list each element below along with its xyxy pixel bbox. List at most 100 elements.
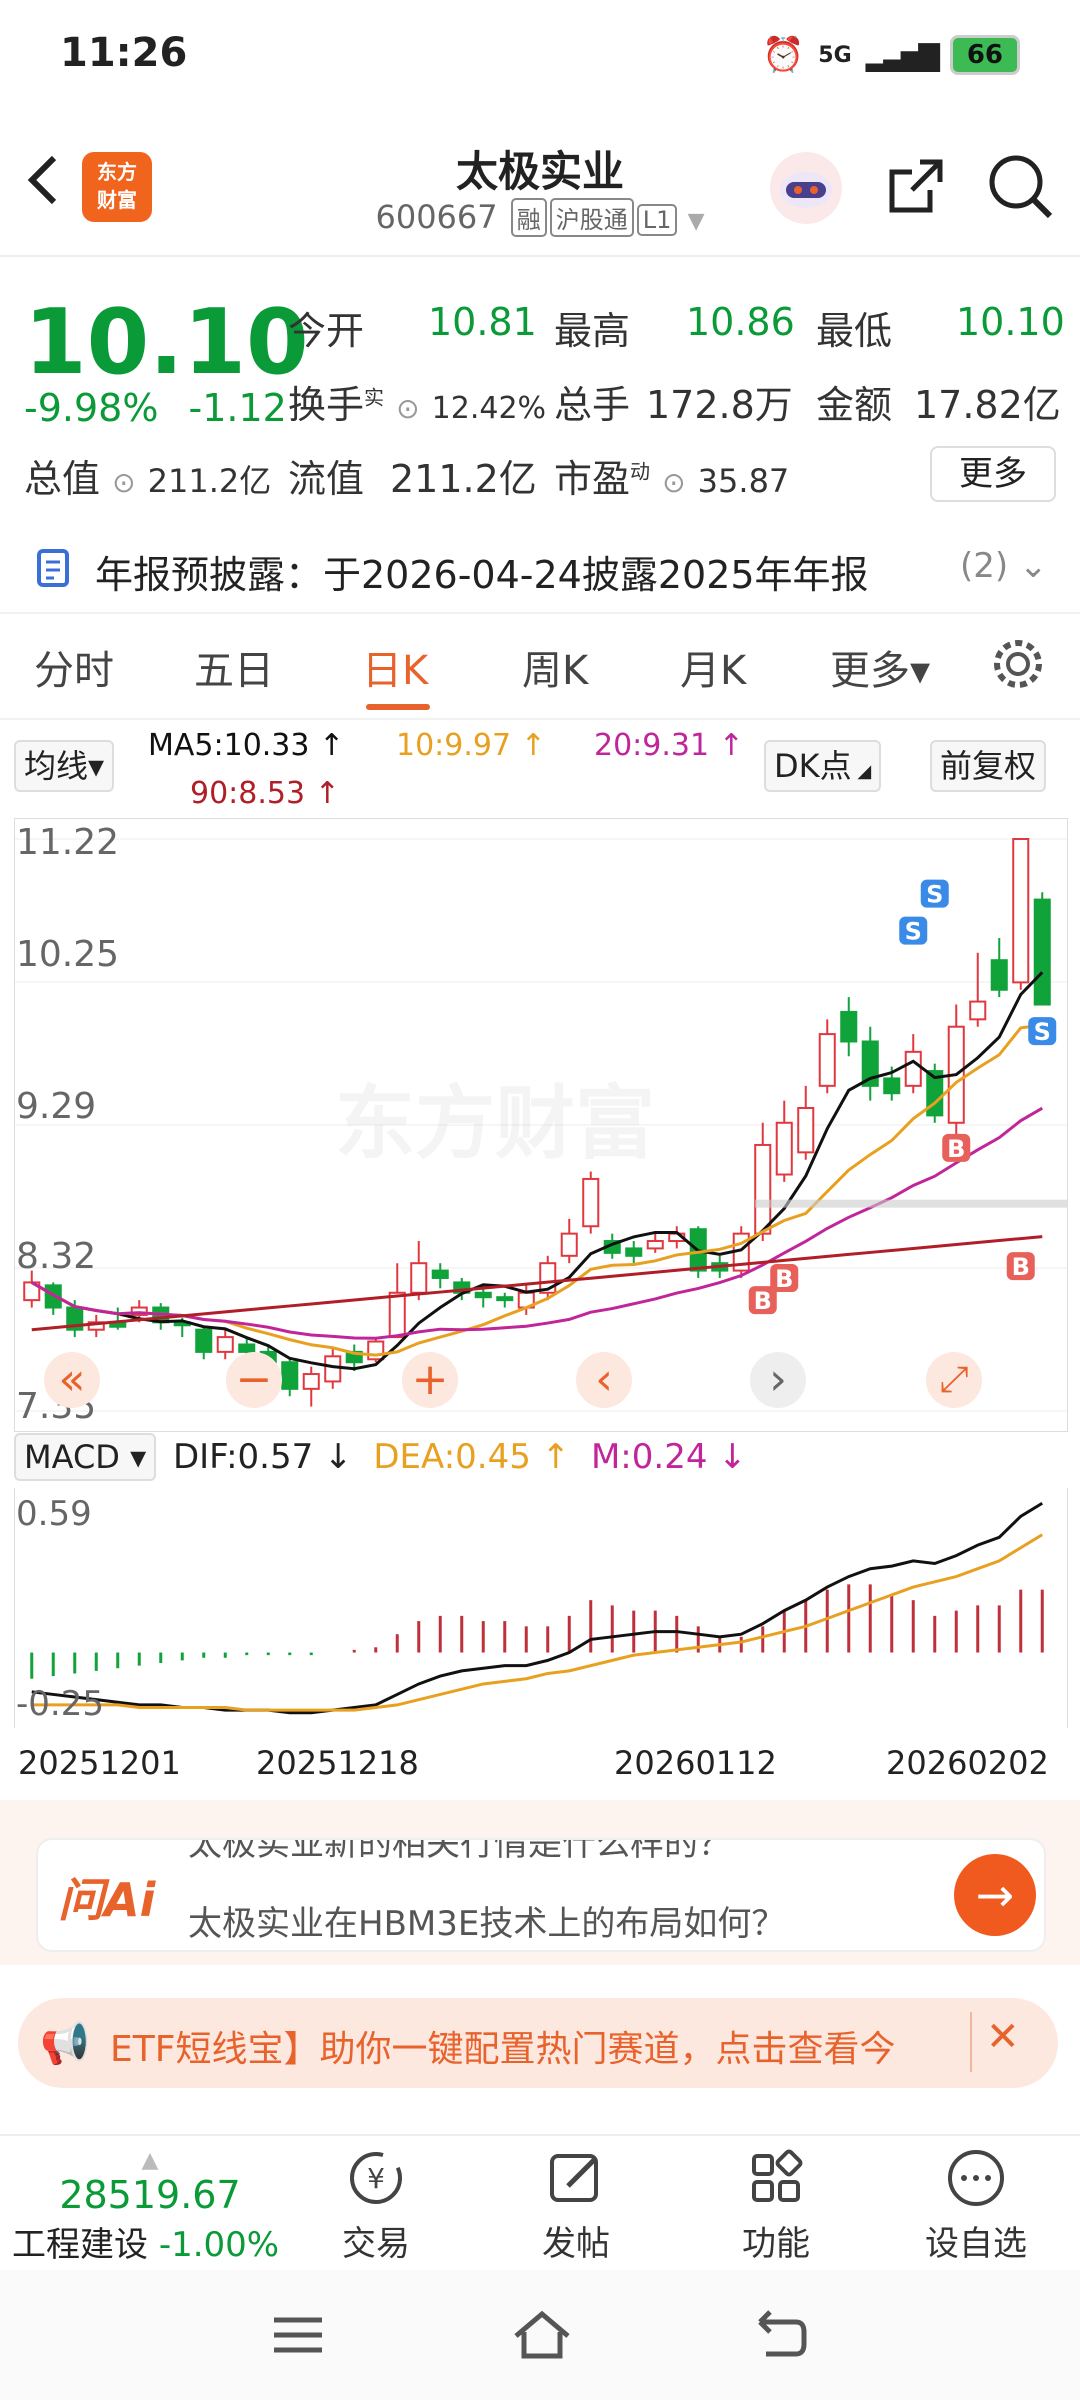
- pe-row[interactable]: 市盈动 ⊙ 35.87: [554, 448, 789, 503]
- tab-intraday[interactable]: 分时: [34, 648, 114, 694]
- adjust-button[interactable]: 前复权: [930, 740, 1047, 792]
- chart-right-button[interactable]: ›: [750, 1352, 806, 1408]
- macd-selector[interactable]: MACD ▾: [14, 1433, 157, 1481]
- y-tick: 8.32: [16, 1236, 97, 1277]
- sell-marker: S: [920, 879, 949, 909]
- nav-post[interactable]: 发帖: [516, 2146, 636, 2265]
- candle: [388, 1263, 406, 1339]
- zoom-in-button[interactable]: +: [402, 1352, 458, 1408]
- stock-code-row[interactable]: 600667 融沪股通 L1 ▼: [0, 198, 1080, 237]
- more-quote-button[interactable]: 更多: [930, 446, 1056, 502]
- tab-more[interactable]: 更多▾: [830, 648, 931, 694]
- search-button[interactable]: [984, 150, 1056, 222]
- dk-point-button[interactable]: DK点 ◢: [764, 740, 882, 792]
- signal-icon: ▂▃▅▇: [865, 38, 940, 72]
- status-bar: 11:26 ⏰ 5G ▂▃▅▇ 66: [0, 0, 1080, 110]
- gear-icon: [994, 640, 1042, 688]
- ai-question: 太极实业在HBM3E技术上的布局如何？: [188, 1904, 786, 1944]
- candle: [625, 1241, 643, 1264]
- share-button[interactable]: [880, 150, 952, 222]
- float-value: 211.2亿: [390, 457, 537, 501]
- candle: [775, 1100, 793, 1182]
- turnover-label[interactable]: 换手实 ⊙ 12.42%: [288, 374, 546, 429]
- tag-level: L1: [636, 204, 678, 236]
- low-value: 10.10: [956, 300, 1065, 344]
- zoom-out-button[interactable]: −: [226, 1352, 282, 1408]
- settings-button[interactable]: [990, 636, 1046, 696]
- chart-prev-button[interactable]: «: [44, 1352, 100, 1408]
- promo-banner[interactable]: 📢 ETF短线宝】助你一键配置热门赛道，点击查看今 ✕: [18, 1998, 1058, 2088]
- tab-daily-k[interactable]: 日K: [362, 648, 429, 694]
- status-icons: ⏰ 5G ▂▃▅▇ 66: [762, 35, 1020, 75]
- open-label: 今开: [288, 309, 365, 353]
- ma10-value: 10:9.97 ↑: [396, 728, 546, 763]
- notice-bar[interactable]: 年报预披露：于2026-04-24披露2025年年报 (2) ⌄: [0, 530, 1080, 604]
- index-name: 工程建设: [12, 2225, 148, 2265]
- stock-code: 600667: [375, 198, 498, 236]
- candle: [410, 1241, 428, 1301]
- index-ticker[interactable]: ▲ 28519.67 工程建设 -1.00%: [0, 2148, 300, 2266]
- candle: [281, 1359, 299, 1397]
- mktcap-value: 211.2亿: [147, 462, 272, 500]
- stock-name: 太极实业: [455, 147, 624, 196]
- macd-chart[interactable]: [14, 1488, 1068, 1728]
- buy-marker: B: [748, 1286, 777, 1315]
- chart-left-button[interactable]: ‹: [576, 1352, 632, 1408]
- info-icon: ⊙: [662, 466, 686, 499]
- candle: [646, 1233, 664, 1253]
- pe-label: 市盈: [554, 457, 631, 501]
- ai-submit-button[interactable]: →: [954, 1854, 1036, 1936]
- tab-monthly-k[interactable]: 月K: [680, 648, 747, 694]
- menu-icon[interactable]: [270, 2310, 326, 2364]
- share-icon: [889, 159, 943, 213]
- mktcap-row[interactable]: 总值 ⊙ 211.2亿: [24, 448, 271, 503]
- svg-text:B: B: [775, 1265, 793, 1293]
- nav-add-watchlist-label: 设自选: [925, 2224, 1027, 2264]
- change-percent: -9.98%: [24, 386, 159, 430]
- ai-ask-box[interactable]: 问Ai 太极实业新的相关行情是什么样的？ 太极实业在HBM3E技术上的布局如何？…: [36, 1838, 1046, 1952]
- tag-connect: 沪股通: [549, 198, 634, 237]
- app-logo[interactable]: 东方 财富: [82, 152, 152, 222]
- sell-marker: S: [899, 916, 928, 946]
- back-nav-icon[interactable]: [752, 2308, 808, 2364]
- candle: [754, 1122, 772, 1242]
- ma-selector[interactable]: 均线▾: [14, 740, 115, 792]
- volume-value: 172.8万: [646, 383, 793, 427]
- tab-weekly-k[interactable]: 周K: [522, 648, 589, 694]
- date-label: 20260112: [614, 1744, 777, 1782]
- candle: [990, 938, 1008, 998]
- index-change: -1.00%: [158, 2225, 280, 2265]
- nav-trade[interactable]: ¥ 交易: [316, 2146, 436, 2265]
- battery-icon: 66: [949, 35, 1020, 75]
- home-icon[interactable]: [510, 2306, 574, 2366]
- close-promo-button[interactable]: ✕: [986, 2014, 1020, 2060]
- date-axis: 20251201 20251218 20260112 20260202: [14, 1738, 1066, 1786]
- nav-add-watchlist[interactable]: 设自选: [916, 2146, 1036, 2265]
- alarm-icon: ⏰: [761, 35, 805, 75]
- nav-functions[interactable]: 功能: [716, 2146, 836, 2265]
- info-icon: ⊙: [112, 466, 136, 499]
- high-value: 10.86: [686, 300, 795, 344]
- ma20-value: 20:9.31 ↑: [594, 728, 744, 763]
- tab-five-day[interactable]: 五日: [194, 648, 274, 694]
- date-label: 20251218: [256, 1744, 419, 1782]
- ma90-value: 90:8.53 ↑: [190, 776, 340, 811]
- candle: [216, 1329, 234, 1360]
- nav-functions-label: 功能: [742, 2224, 810, 2264]
- promo-text: ETF短线宝】助你一键配置热门赛道，点击查看今: [110, 2029, 896, 2070]
- candle: [1012, 838, 1030, 990]
- y-tick: 9.29: [16, 1086, 97, 1127]
- candle: [302, 1366, 320, 1407]
- candle: [431, 1263, 449, 1289]
- macd-y-top: 0.59: [16, 1494, 92, 1534]
- candle: [582, 1171, 600, 1234]
- ma5-value: MA5:10.33 ↑: [148, 728, 345, 763]
- expand-button[interactable]: ⤢: [926, 1352, 982, 1408]
- buy-marker: B: [1006, 1252, 1035, 1281]
- back-button[interactable]: [22, 150, 62, 225]
- robot-avatar[interactable]: [768, 150, 842, 224]
- turnover-label-text: 换手: [288, 383, 365, 427]
- candle: [1033, 892, 1051, 1006]
